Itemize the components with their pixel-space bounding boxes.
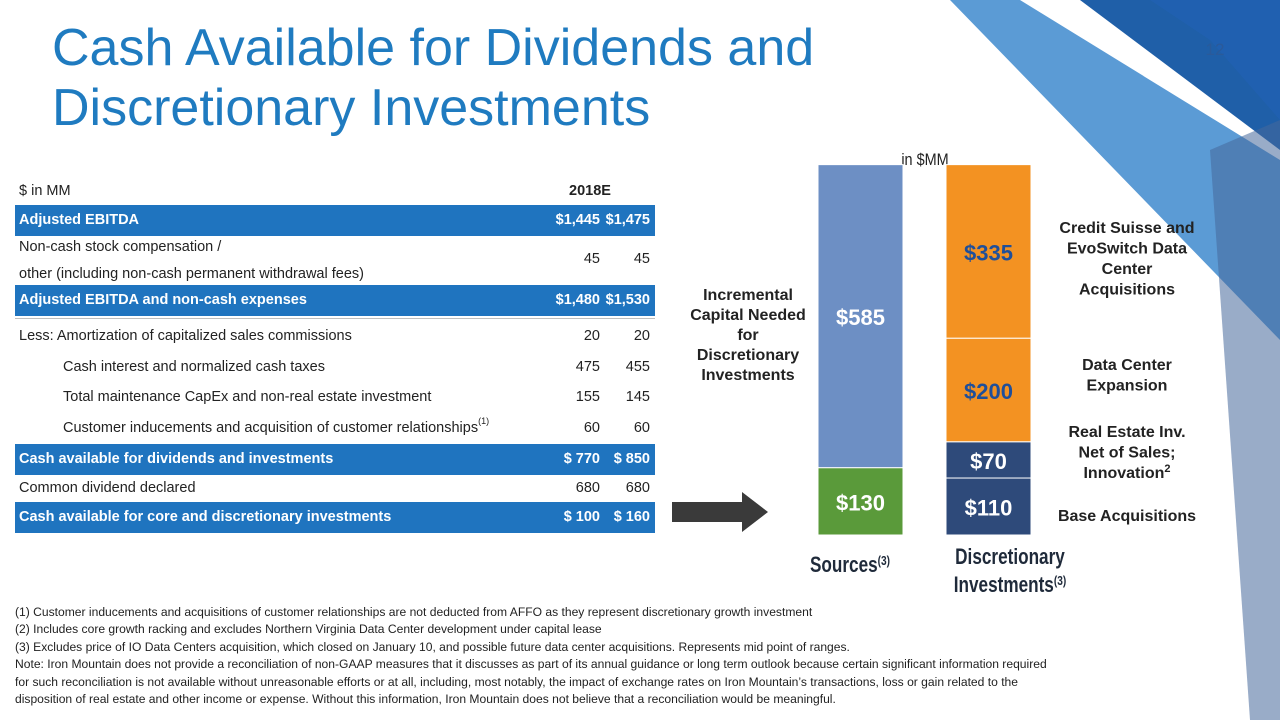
left-annotation-line: Capital Needed — [690, 307, 806, 324]
left-annotation-line: Discretionary — [697, 347, 799, 364]
left-annotation-line: Incremental — [703, 287, 793, 304]
footnote-item: for such reconciliation is not available… — [15, 674, 1019, 689]
bar-segment — [945, 164, 1032, 339]
right-annotation-line: Center — [1102, 261, 1153, 278]
table-row: Adjusted EBITDA $1,445 $1,475 — [15, 205, 655, 236]
right-annotation-line: Expansion — [1087, 378, 1168, 395]
bar-segment — [817, 467, 904, 536]
footnote-item: (3) Excludes price of IO Data Centers ac… — [15, 639, 850, 654]
bar-segment — [945, 477, 1032, 536]
table-divider — [15, 318, 655, 319]
footnotes: (1) Customer inducements and acquisition… — [15, 604, 1265, 708]
left-annotation-line: Investments — [701, 367, 794, 384]
bar-value-label: $335 — [964, 240, 1013, 265]
right-annotation-line: Innovation2 — [1083, 463, 1170, 482]
bar-segment — [945, 337, 1032, 443]
bar-segment — [945, 441, 1032, 479]
category-label-investments-line2: Investments(3) — [954, 573, 1067, 598]
right-annotation-line: Data Center — [1082, 357, 1172, 374]
right-annotation-line: Net of Sales; — [1079, 445, 1176, 462]
bar-value-label: $70 — [970, 449, 1007, 474]
page-number: 12 — [1205, 40, 1225, 59]
table-row: Adjusted EBITDA and non-cash expenses $1… — [15, 285, 655, 316]
bar-value-label: $200 — [964, 379, 1013, 404]
footnote-item: (1) Customer inducements and acquisition… — [15, 605, 813, 619]
right-annotation-line: Credit Suisse and — [1059, 220, 1194, 237]
bar-value-label: $130 — [836, 490, 885, 515]
period-header: 2018E — [569, 183, 611, 199]
chart-unit-label: in $MM — [901, 151, 948, 169]
footnote-item: Note: Iron Mountain does not provide a r… — [15, 657, 1047, 672]
right-annotation-line: Acquisitions — [1079, 282, 1175, 299]
category-label-investments: Discretionary — [955, 545, 1065, 570]
table-row: Non-cash stock compensation / other (inc… — [19, 239, 650, 282]
table-row: Cash available for dividends and investm… — [15, 444, 655, 475]
title-line-1: Cash Available for Dividends and — [52, 19, 815, 77]
footnote-marker: (1) — [478, 416, 490, 426]
unit-label: $ in MM — [19, 183, 71, 199]
category-label-sources: Sources(3) — [810, 553, 890, 578]
page-title: Cash Available for Dividends and Discret… — [52, 18, 814, 138]
title-line-2: Discretionary Investments — [52, 79, 651, 137]
bar-value-label: $110 — [965, 496, 1013, 521]
right-annotation-line: Base Acquisitions — [1058, 508, 1196, 525]
bar-value-label: $585 — [836, 305, 885, 330]
right-annotation-line: EvoSwitch Data — [1067, 241, 1187, 258]
right-arrow-icon — [672, 492, 768, 532]
corner-decoration — [950, 0, 1280, 720]
right-annotation-line: Real Estate Inv. — [1068, 424, 1185, 441]
bar-segment — [817, 164, 904, 469]
footnote-item: disposition of real estate and other inc… — [15, 692, 836, 707]
left-annotation-line: for — [737, 327, 758, 344]
footnote-item: (2) Includes core growth racking and exc… — [15, 622, 602, 637]
table-row: Cash available for core and discretionar… — [15, 502, 655, 533]
